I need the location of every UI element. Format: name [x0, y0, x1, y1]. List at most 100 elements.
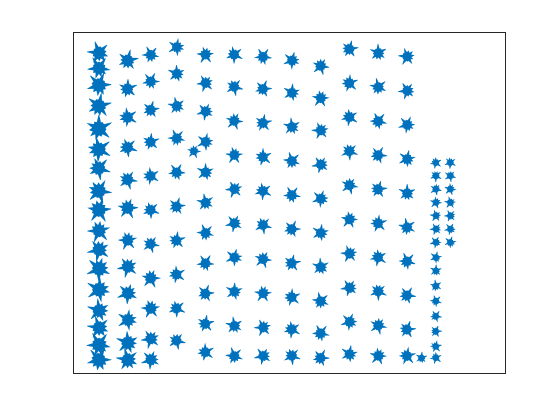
data-point [87, 198, 112, 222]
data-point [143, 133, 160, 150]
data-point [254, 348, 271, 365]
data-points [86, 37, 457, 371]
data-point [142, 202, 160, 219]
data-point [398, 346, 416, 365]
data-point [254, 182, 272, 200]
data-point [141, 350, 160, 370]
data-point [169, 231, 186, 249]
data-point [143, 100, 160, 118]
data-point [88, 93, 112, 117]
data-point [429, 209, 442, 222]
data-point [430, 251, 443, 264]
data-point [143, 166, 159, 186]
data-point [370, 347, 387, 365]
data-point [312, 58, 330, 75]
data-point [399, 150, 416, 168]
data-point [444, 195, 457, 209]
data-point [86, 72, 112, 97]
data-point [341, 313, 358, 331]
data-point [429, 351, 442, 364]
data-point [311, 122, 329, 139]
data-point [226, 282, 243, 301]
data-point [117, 283, 138, 305]
data-point [168, 300, 186, 318]
data-point [444, 223, 456, 236]
data-point [369, 78, 387, 95]
data-point [140, 330, 159, 349]
data-point [116, 348, 138, 370]
data-point [398, 47, 415, 65]
data-point [116, 331, 138, 354]
data-point [254, 251, 272, 268]
data-point [429, 237, 442, 249]
data-point [311, 157, 328, 174]
data-point [86, 257, 111, 282]
data-point [254, 285, 273, 302]
data-point [370, 317, 388, 335]
data-point [399, 287, 417, 304]
data-point [87, 240, 109, 262]
data-point [227, 79, 244, 96]
data-point [225, 347, 244, 364]
data-point [312, 224, 329, 242]
data-point [86, 347, 112, 371]
data-point [340, 108, 358, 126]
data-point [196, 46, 214, 63]
data-point [312, 189, 329, 208]
data-point [86, 114, 112, 141]
data-point [118, 79, 138, 98]
data-point [254, 319, 272, 336]
data-point [341, 73, 358, 92]
data-point [431, 325, 442, 337]
data-point [119, 138, 138, 157]
data-point [312, 292, 329, 309]
data-point [444, 210, 456, 222]
data-point [444, 157, 456, 169]
axes-box [73, 32, 506, 374]
data-point [430, 279, 442, 292]
data-point [197, 163, 214, 181]
data-point [225, 113, 243, 130]
data-point [398, 184, 415, 201]
data-point [196, 103, 213, 121]
data-point [87, 41, 109, 63]
data-point [342, 40, 359, 57]
data-point [196, 193, 214, 210]
data-point [87, 298, 109, 321]
data-point [370, 284, 387, 301]
data-point [87, 57, 111, 79]
data-point [371, 181, 388, 197]
data-point [255, 80, 273, 97]
data-point [169, 333, 186, 350]
data-point [284, 220, 301, 238]
data-point [197, 132, 214, 151]
data-point [369, 113, 387, 130]
data-point [89, 157, 111, 181]
data-point [341, 211, 359, 228]
data-point [430, 183, 442, 196]
data-point [141, 269, 162, 288]
data-point [283, 52, 300, 70]
data-point [429, 223, 442, 235]
data-point [87, 220, 111, 243]
data-point [187, 145, 201, 158]
data-point [117, 258, 137, 278]
data-point [311, 90, 330, 107]
data-point [169, 197, 186, 215]
data-point [142, 73, 161, 89]
data-point [196, 224, 215, 241]
data-point [140, 300, 161, 318]
data-point [312, 349, 330, 367]
data-point [168, 164, 186, 181]
data-point [196, 75, 213, 92]
data-point [197, 314, 215, 332]
data-point [429, 156, 442, 169]
data-point [282, 187, 301, 203]
data-point [225, 316, 242, 333]
data-point [168, 65, 185, 82]
data-point [168, 37, 185, 57]
data-point [225, 46, 243, 64]
data-point [167, 97, 184, 114]
